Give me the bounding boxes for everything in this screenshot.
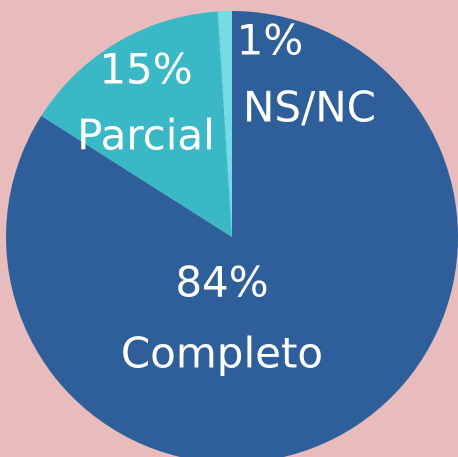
category-label: NS/NC: [243, 83, 376, 132]
pie: [6, 11, 458, 457]
category-label: Completo: [121, 329, 323, 378]
labels: 84% Completo 15% Parcial 1% NS/NC: [77, 16, 376, 378]
pie-slice: [41, 11, 233, 238]
pie-slice: [217, 11, 232, 237]
value-label: 1%: [237, 16, 304, 65]
pie-slice: [6, 11, 458, 457]
category-label: Parcial: [77, 111, 215, 160]
value-label: 15%: [99, 45, 192, 94]
value-label: 84%: [175, 258, 268, 307]
